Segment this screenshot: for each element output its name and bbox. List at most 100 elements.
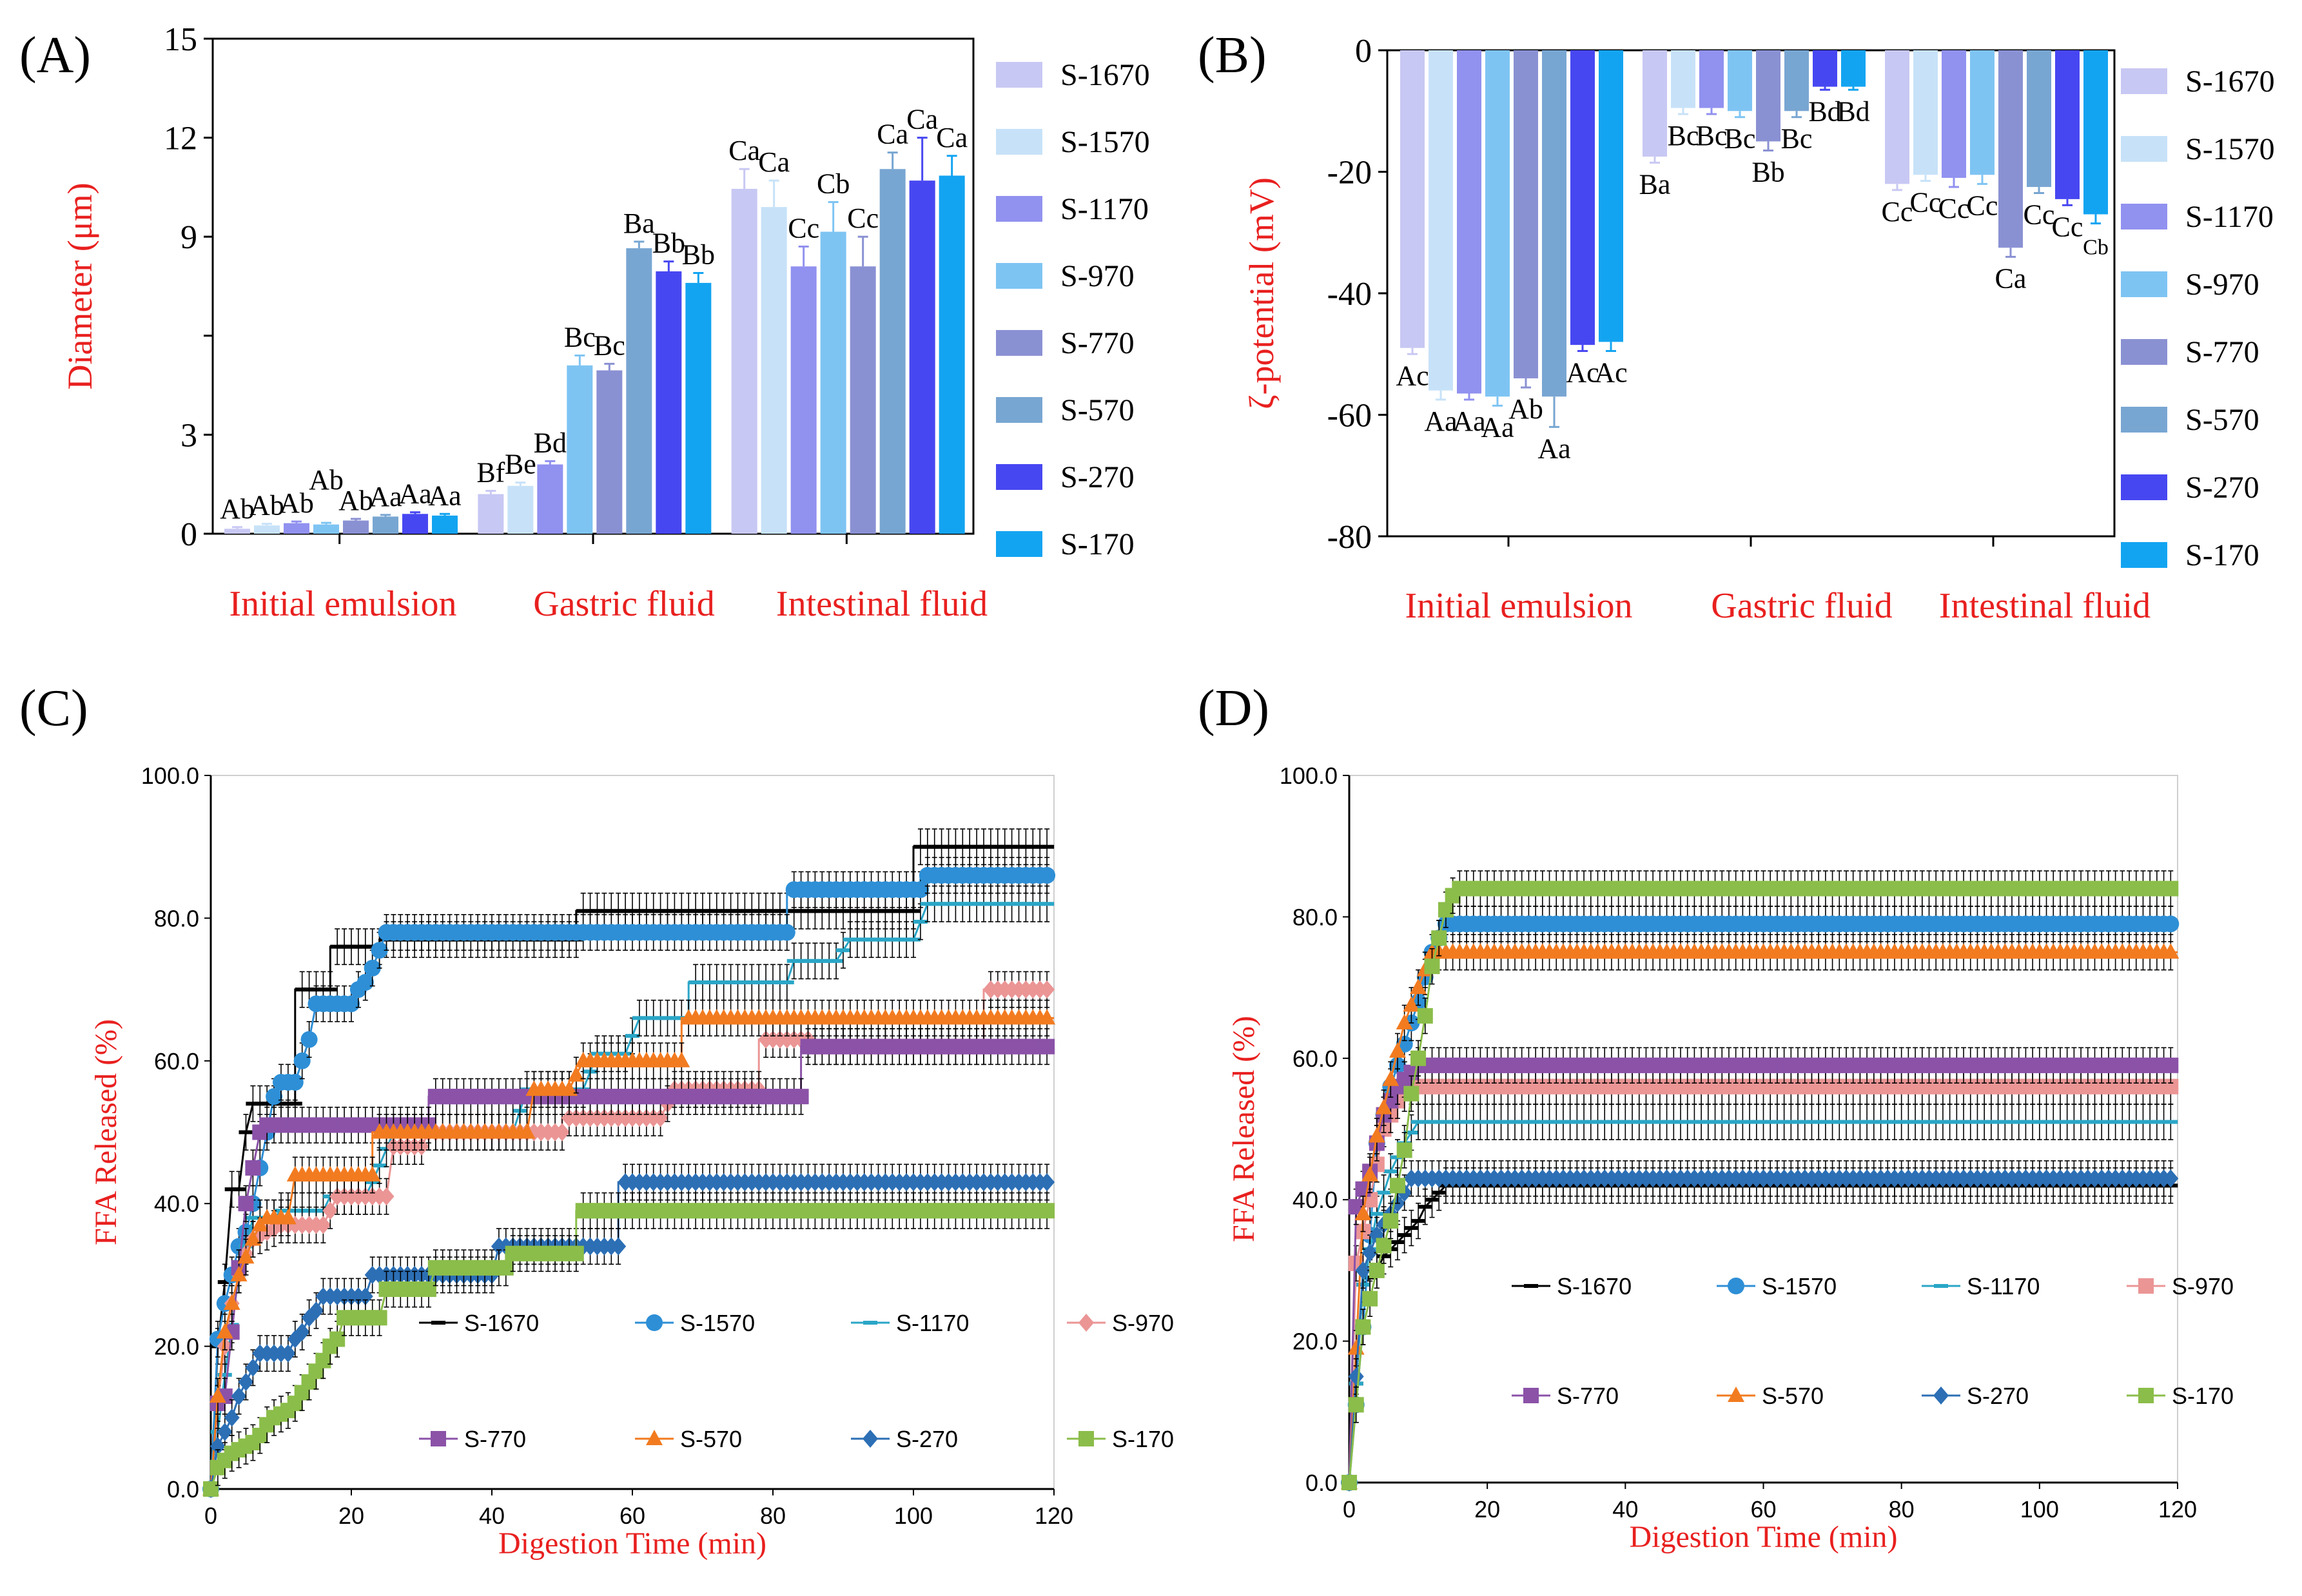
bar: [790, 266, 817, 534]
legend-label: S-770: [464, 1426, 526, 1452]
legend-label: S-170: [1060, 527, 1135, 561]
legend-swatch: [2121, 204, 2167, 229]
significance-label: Cb: [2083, 236, 2109, 260]
bar: [1429, 50, 1453, 391]
data-point: [829, 959, 844, 963]
significance-label: Bd: [534, 427, 567, 458]
data-point: [371, 942, 388, 959]
x-axis-title: Digestion Time (min): [498, 1526, 766, 1561]
x-tick-label: 40: [1612, 1496, 1638, 1523]
data-point: [280, 1344, 296, 1363]
data-point: [230, 1265, 248, 1281]
legend-label: S-1570: [680, 1310, 755, 1336]
legend-label: S-1570: [1060, 125, 1150, 159]
significance-label: Bc: [1696, 120, 1728, 151]
group-label: Intestinal fluid: [1939, 586, 2151, 626]
y-tick-label: 3: [180, 417, 197, 454]
bar: [478, 494, 504, 534]
y-tick-label: 20.0: [1292, 1328, 1338, 1355]
significance-label: Ab: [309, 464, 344, 496]
bar: [432, 515, 458, 534]
bar: [2083, 50, 2108, 215]
bar: [1813, 50, 1837, 87]
legend-swatch: [2121, 474, 2167, 500]
x-tick-label: 120: [1035, 1503, 1073, 1529]
x-tick-label: 20: [1474, 1496, 1500, 1523]
data-point: [554, 1123, 570, 1142]
significance-label: Cb: [817, 168, 850, 199]
y-tick-label: 60.0: [154, 1048, 199, 1075]
legend-swatch: [2121, 407, 2167, 433]
panel-label-c: (C): [19, 680, 88, 737]
data-point: [315, 1352, 331, 1368]
data-point: [836, 948, 850, 953]
bar: [567, 365, 593, 534]
legend-swatch: [2121, 339, 2167, 365]
data-point: [779, 980, 794, 985]
legend-swatch: [996, 196, 1042, 222]
significance-label: Ab: [249, 490, 284, 521]
significance-label: Bc: [564, 322, 596, 353]
significance-label: Cc: [1882, 196, 1913, 228]
data-point: [431, 1431, 446, 1446]
data-point: [231, 1187, 246, 1192]
data-point: [245, 1160, 261, 1176]
data-point: [906, 937, 921, 942]
legend-label: S-1170: [1060, 192, 1149, 226]
data-point: [231, 1387, 247, 1406]
series-s-1670: [204, 828, 1055, 1491]
legend-swatch: [996, 397, 1042, 423]
data-point: [294, 1323, 310, 1341]
panel-d-line-chart: 0.0 20.0 40.0 60.0 80.0 100.0 0 20 40 60 80 100 120 D…: [1227, 763, 2234, 1554]
significance-label: Bf: [476, 456, 505, 488]
legend-label: S-570: [1060, 393, 1135, 427]
significance-label: Aa: [1537, 433, 1570, 464]
y-tick-label: 9: [180, 219, 197, 256]
legend-label: S-570: [2185, 403, 2259, 437]
bar: [343, 520, 369, 534]
data-point: [1039, 980, 1055, 999]
y-tick-label: 40.0: [1292, 1187, 1338, 1213]
significance-label: Be: [505, 449, 536, 480]
legend-swatch: [996, 62, 1042, 88]
data-point: [1078, 1314, 1094, 1332]
data-point: [378, 1187, 395, 1206]
significance-label: Ca: [758, 146, 790, 178]
x-tick-label: 80: [760, 1503, 786, 1529]
legend-swatch: [996, 330, 1042, 356]
panel-label-d: (D): [1198, 680, 1269, 737]
data-point: [364, 959, 381, 977]
data-point: [203, 1481, 219, 1497]
bar: [820, 231, 846, 534]
y-tick-label: 100.0: [141, 763, 199, 789]
significance-label: Ca: [877, 119, 908, 150]
series-line: [1348, 1184, 2178, 1483]
x-tick-label: 60: [1750, 1496, 1776, 1523]
data-point: [245, 1358, 261, 1377]
data-point: [315, 1216, 331, 1234]
significance-label: Ab: [1508, 393, 1543, 425]
bar: [685, 282, 712, 534]
bar: [1599, 50, 1623, 342]
legend-label: S-170: [1112, 1426, 1174, 1452]
group-label: Initial emulsion: [229, 584, 456, 624]
data-point: [216, 1323, 233, 1339]
y-tick-label: 20.0: [154, 1334, 199, 1360]
data-point: [1425, 1198, 1439, 1202]
panel-label-a: (A): [19, 27, 91, 84]
bar: [1542, 50, 1566, 397]
y-tick-label: 15: [164, 21, 197, 58]
y-axis-title: FFA Released (%): [1227, 1016, 1261, 1242]
bar: [537, 464, 563, 534]
bar: [1699, 50, 1724, 108]
x-tick-label: 0: [1343, 1496, 1356, 1523]
y-tick-label: -20: [1327, 155, 1372, 191]
y-axis-title: Diameter (μm): [61, 182, 99, 389]
legend-swatch: [996, 464, 1042, 490]
significance-label: Aa: [369, 481, 402, 512]
legend-label: S-970: [2185, 268, 2259, 302]
bar: [224, 529, 250, 534]
group-label: Intestinal fluid: [776, 584, 988, 624]
bar: [254, 525, 280, 534]
